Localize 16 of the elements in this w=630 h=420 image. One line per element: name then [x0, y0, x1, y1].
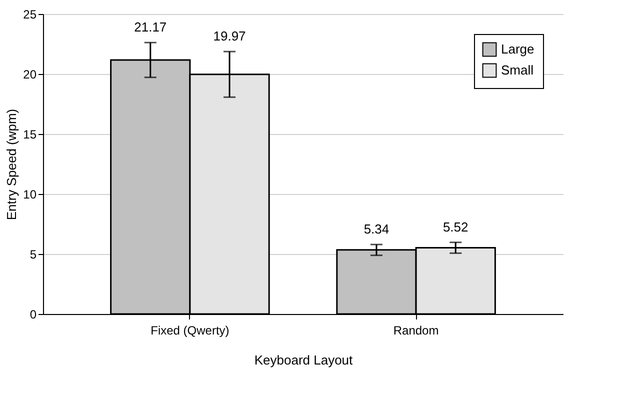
y-tick-label: 20	[23, 68, 37, 82]
data-label: 5.52	[442, 219, 468, 234]
y-tick-label: 5	[30, 248, 37, 262]
y-tick-label: 25	[23, 8, 37, 22]
data-label: 5.34	[364, 222, 390, 237]
legend-label: Small	[501, 62, 534, 78]
x-tick-label: Fixed (Qwerty)	[150, 324, 230, 338]
y-tick-label: 15	[23, 128, 37, 142]
y-axis-title: Entry Speed (wpm)	[4, 108, 20, 220]
x-axis-title: Keyboard Layout	[254, 352, 354, 368]
data-label: 19.97	[213, 28, 246, 44]
y-tick-label: 10	[23, 188, 37, 202]
data-label: 21.17	[134, 20, 167, 35]
y-tick-label: 0	[30, 308, 37, 322]
x-tick-label: Random	[393, 324, 439, 338]
legend-label: Large	[501, 42, 534, 56]
